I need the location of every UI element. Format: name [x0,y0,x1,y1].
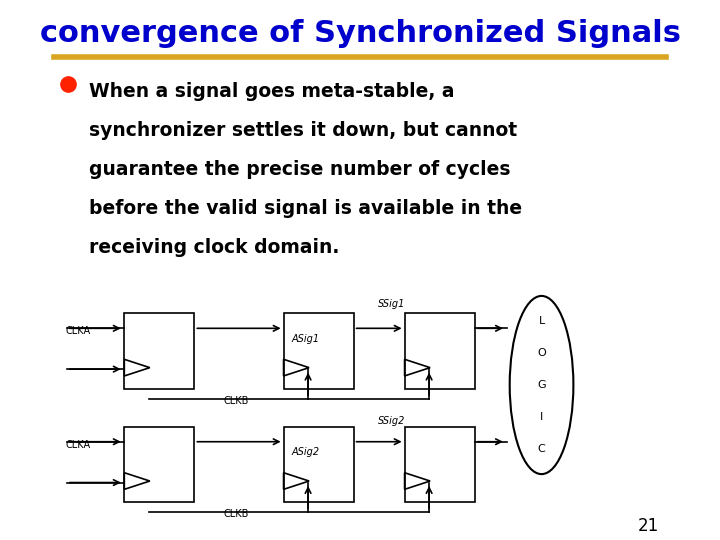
Text: CLKB: CLKB [223,509,248,519]
Bar [405,427,474,502]
Text: I: I [540,412,543,422]
Text: CLKB: CLKB [223,396,248,406]
Text: synchronizer settles it down, but cannot: synchronizer settles it down, but cannot [89,121,518,140]
Text: CLKA: CLKA [66,440,91,450]
Text: SSig2: SSig2 [378,416,405,426]
Text: before the valid signal is available in the: before the valid signal is available in … [89,199,523,218]
Text: ASig2: ASig2 [291,447,320,457]
Text: convergence of Synchronized Signals: convergence of Synchronized Signals [40,19,680,48]
Bar [125,313,194,389]
Text: 21: 21 [638,517,660,535]
Text: receiving clock domain.: receiving clock domain. [89,238,340,256]
Text: When a signal goes meta-stable, a: When a signal goes meta-stable, a [89,82,455,101]
Text: ASig1: ASig1 [291,334,320,344]
Bar [284,427,354,502]
Bar [125,427,194,502]
Bar [284,313,354,389]
Text: G: G [537,380,546,390]
Text: guarantee the precise number of cycles: guarantee the precise number of cycles [89,160,510,179]
Text: C: C [538,444,546,454]
Bar [405,313,474,389]
Text: O: O [537,348,546,358]
Text: SSig1: SSig1 [378,299,405,309]
Text: CLKA: CLKA [66,326,91,336]
Text: L: L [539,316,544,326]
